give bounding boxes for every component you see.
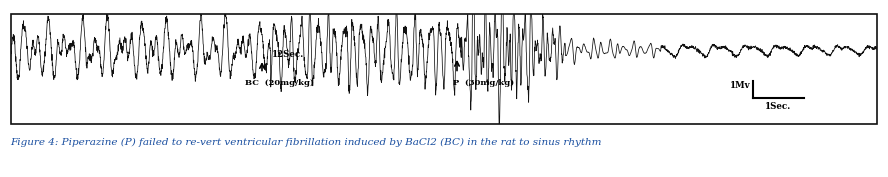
Text: P  (30mg/kg): P (30mg/kg) <box>453 79 514 87</box>
Text: 12Sec.: 12Sec. <box>273 50 305 59</box>
Text: BC  (20mg/kg): BC (20mg/kg) <box>245 79 313 87</box>
Text: 1Sec.: 1Sec. <box>765 102 792 111</box>
Text: 1Mv: 1Mv <box>730 81 751 90</box>
Text: Figure 4: Piperazine (P) failed to re-vert ventricular fibrillation induced by B: Figure 4: Piperazine (P) failed to re-ve… <box>11 138 602 147</box>
